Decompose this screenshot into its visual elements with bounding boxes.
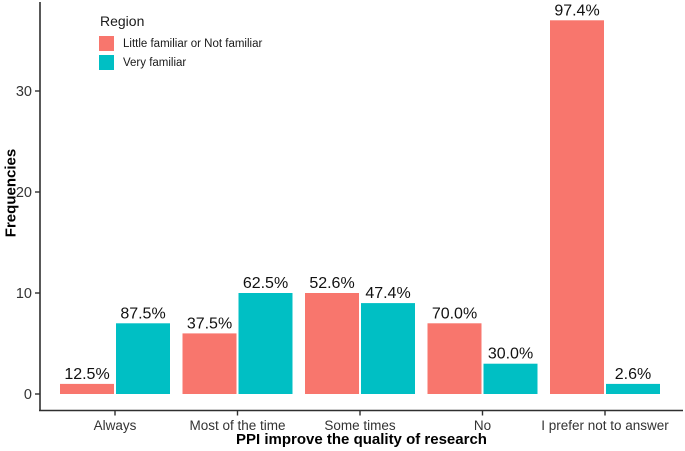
bar-series2-5 (606, 383, 660, 394)
legend-item-very-familiar: Very familiar (99, 55, 262, 70)
x-tick-label: Always (94, 418, 137, 433)
bar-series2-4 (483, 363, 538, 394)
y-tick-label: 20 (16, 185, 32, 201)
x-tick-label: Some times (324, 418, 396, 433)
legend-item-little-familiar: Little familiar or Not familiar (99, 36, 262, 51)
bar-series1-3 (305, 293, 359, 394)
legend-label: Little familiar or Not familiar (123, 37, 263, 50)
bar-value-label: 52.6% (309, 275, 354, 292)
bar-value-label: 70.0% (432, 305, 477, 322)
y-tick-label: 30 (16, 84, 32, 100)
legend-swatch-little-familiar (99, 36, 114, 51)
bar-series1-4 (427, 323, 482, 394)
bar-series1-5 (550, 20, 604, 395)
bar-value-label: 37.5% (187, 315, 232, 332)
y-axis-title: Frequencies (2, 148, 20, 238)
bar-series2-2 (238, 293, 293, 394)
x-axis-title: PPI improve the quality of research (236, 431, 487, 448)
legend-label: Very familiar (123, 56, 187, 69)
bar-value-label: 30.0% (488, 346, 533, 363)
bar-value-label: 97.4% (554, 2, 599, 19)
bar-value-label: 12.5% (64, 366, 109, 383)
legend-swatch-very-familiar (99, 55, 114, 70)
x-tick-label: No (474, 418, 491, 433)
x-tick-label: Most of the time (189, 418, 285, 433)
y-tick-label: 10 (16, 286, 32, 302)
bar-value-label: 47.4% (365, 285, 410, 302)
bar-series1-1 (60, 383, 114, 394)
bar-value-label: 87.5% (120, 305, 165, 322)
legend-title: Region (100, 13, 145, 29)
x-tick-label: I prefer not to answer (541, 418, 669, 433)
bar-series2-1 (116, 323, 170, 394)
bar-value-label: 62.5% (243, 275, 288, 292)
bar-series1-2 (182, 333, 237, 394)
y-tick-label: 0 (24, 387, 32, 403)
legend: Region Little familiar or Not familiar V… (99, 13, 262, 70)
bar-series2-3 (361, 303, 415, 394)
bar-value-label: 2.6% (615, 366, 651, 383)
